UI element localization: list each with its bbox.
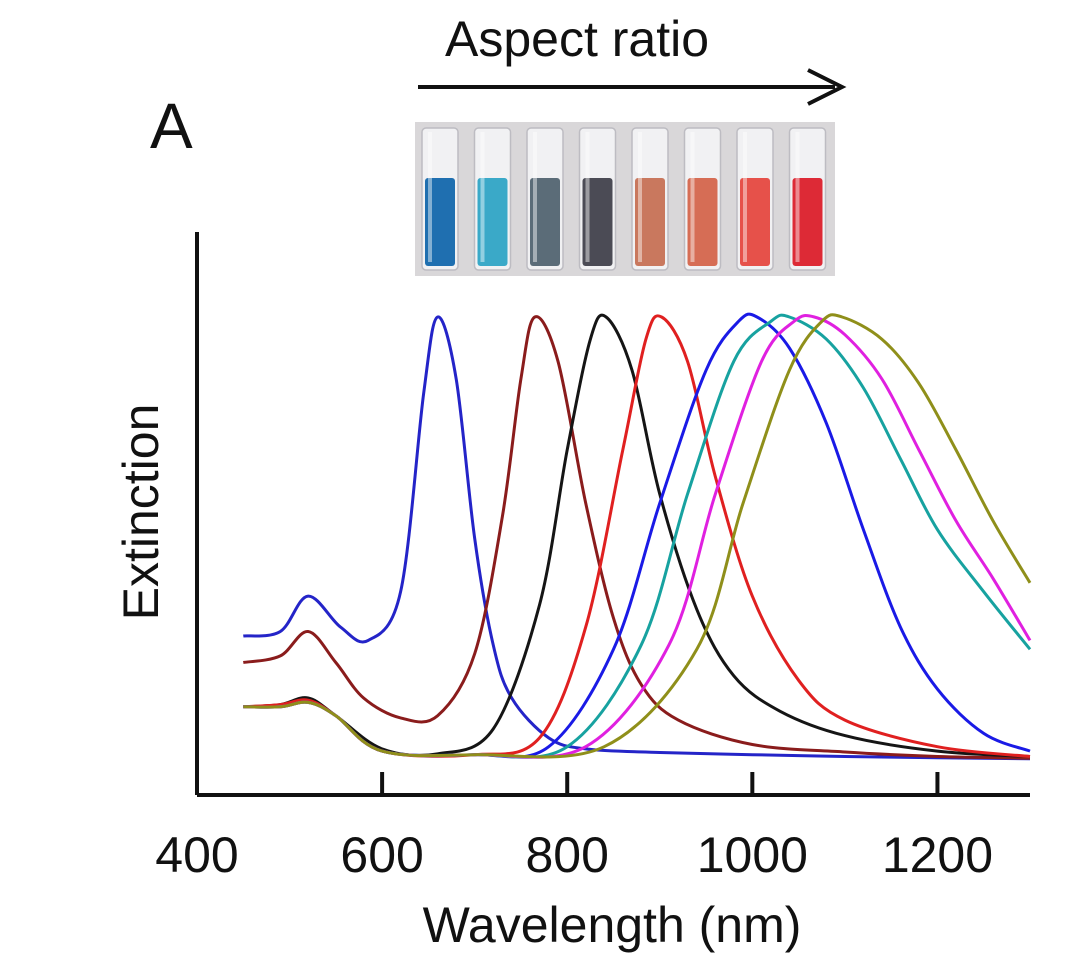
cuvette-5: [631, 127, 669, 271]
cuvette-4: [578, 127, 617, 271]
series-line-3: [243, 313, 1031, 758]
aspect-ratio-annotation: Aspect ratio: [445, 11, 709, 67]
y-axis-title: Extinction: [113, 404, 169, 621]
axes: [195, 232, 1030, 797]
x-tick-label: 1200: [882, 827, 993, 883]
series-line-8: [243, 313, 1032, 759]
series-line-2: [243, 315, 1031, 760]
x-tick-label: 1000: [697, 827, 808, 883]
series-line-1: [243, 315, 1031, 761]
cuvette-7: [736, 127, 774, 271]
x-axis-title: Wavelength (nm): [423, 897, 802, 953]
cuvette-2: [473, 127, 512, 271]
cuvette-3: [526, 127, 564, 271]
cuvette-1: [421, 127, 459, 271]
series-group: [243, 312, 1032, 761]
x-tick-label: 800: [526, 827, 609, 883]
x-tick-label: 600: [340, 827, 423, 883]
x-tick-label: 400: [155, 827, 238, 883]
x-ticks: 400 600 800 1000 1200: [155, 772, 993, 883]
cuvette-6: [683, 127, 722, 271]
panel-label: A: [150, 90, 193, 162]
cuvette-photo: [415, 122, 835, 276]
series-line-4: [243, 314, 1031, 758]
aspect-ratio-arrow: [418, 68, 847, 106]
cuvette-8: [788, 127, 827, 271]
